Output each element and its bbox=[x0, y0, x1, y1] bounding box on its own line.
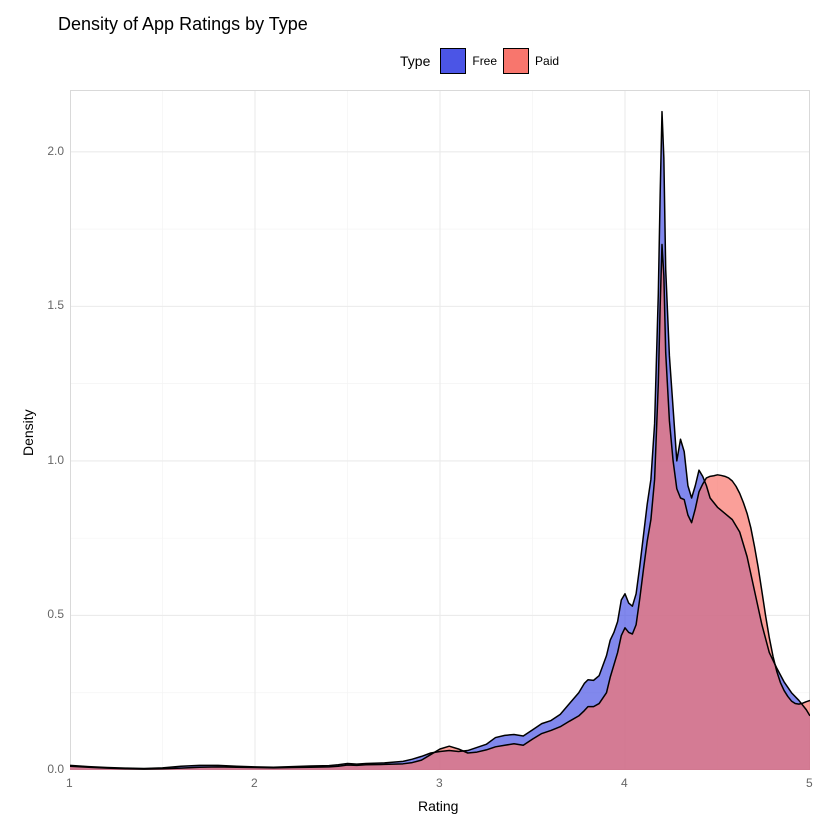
y-axis-title: Density bbox=[20, 409, 36, 456]
y-tick-label: 0.0 bbox=[47, 762, 64, 776]
x-tick-label: 4 bbox=[621, 776, 628, 790]
x-tick-label: 2 bbox=[251, 776, 258, 790]
chart-title: Density of App Ratings by Type bbox=[58, 14, 308, 35]
y-tick-label: 2.0 bbox=[47, 144, 64, 158]
chart-container: Density of App Ratings by Type Type Free… bbox=[0, 0, 840, 840]
legend-label-paid: Paid bbox=[535, 54, 559, 68]
x-tick-label: 5 bbox=[806, 776, 813, 790]
plot-area bbox=[70, 90, 810, 770]
legend-swatch-paid bbox=[503, 48, 529, 74]
legend-swatch-free bbox=[440, 48, 466, 74]
x-tick-label: 1 bbox=[66, 776, 73, 790]
y-tick-label: 0.5 bbox=[47, 607, 64, 621]
legend: Type Free Paid bbox=[400, 48, 559, 74]
y-tick-label: 1.0 bbox=[47, 453, 64, 467]
plot-svg bbox=[70, 90, 810, 770]
legend-label-free: Free bbox=[472, 54, 497, 68]
x-axis-title: Rating bbox=[418, 798, 458, 814]
legend-title: Type bbox=[400, 53, 430, 69]
y-tick-label: 1.5 bbox=[47, 298, 64, 312]
x-tick-label: 3 bbox=[436, 776, 443, 790]
